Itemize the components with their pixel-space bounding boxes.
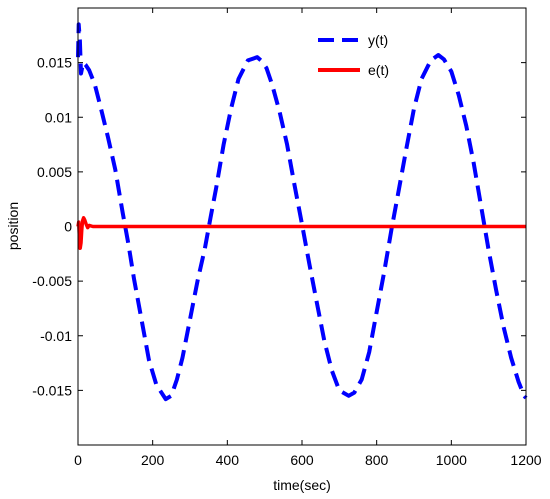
y-tick-label: 0.015 <box>37 55 72 71</box>
x-tick-label: 200 <box>141 452 165 468</box>
plot-frame <box>77 7 527 446</box>
x-tick-label: 400 <box>216 452 240 468</box>
legend-label: y(t) <box>368 32 388 48</box>
y-tick-label: -0.015 <box>32 382 72 398</box>
y-axis-label: position <box>5 202 21 250</box>
x-tick-label: 1000 <box>436 452 467 468</box>
y-tick-label: 0.005 <box>37 164 72 180</box>
x-tick-label: 1200 <box>510 452 541 468</box>
x-tick-label: 0 <box>74 452 82 468</box>
series-line-yt <box>76 22 528 402</box>
x-axis-ticks: 0 200 400 600 800 1000 1200 <box>74 8 542 468</box>
y-axis-ticks: 0.015 0.01 0.005 0 -0.005 -0.01 -0.015 <box>32 55 526 398</box>
legend: y(t) e(t) <box>318 32 389 78</box>
x-tick-label: 800 <box>365 452 389 468</box>
legend-label: e(t) <box>368 62 389 78</box>
y-tick-label: 0 <box>64 219 72 235</box>
y-tick-label: 0.01 <box>45 109 72 125</box>
series-layer <box>76 22 528 402</box>
x-tick-label: 600 <box>290 452 314 468</box>
x-axis-label: time(sec) <box>273 477 331 493</box>
series-line-et <box>76 216 526 251</box>
y-tick-label: -0.01 <box>40 328 72 344</box>
y-tick-label: -0.005 <box>32 273 72 289</box>
